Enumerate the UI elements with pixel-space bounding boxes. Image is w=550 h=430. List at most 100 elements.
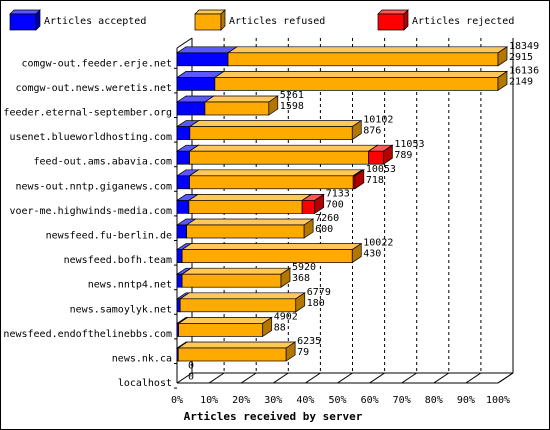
data-label-total: 18349 <box>509 41 539 52</box>
category-label: newsfeed.bofh.team <box>64 255 172 266</box>
bar-top-face <box>187 194 313 201</box>
data-label-accepted: 79 <box>297 347 309 358</box>
legend-swatch-side <box>220 9 226 31</box>
bar-front-face <box>176 224 187 239</box>
legend-swatch-top <box>9 9 41 15</box>
data-label-accepted: 1598 <box>280 101 304 112</box>
bar-segment <box>180 267 292 288</box>
legend-swatch-top <box>194 9 226 15</box>
category-label: usenet.blueworldhosting.com <box>9 132 172 143</box>
legend-swatch <box>194 13 222 31</box>
x-tick-label: 0% <box>171 395 183 406</box>
bar-top-face <box>177 341 297 349</box>
x-axis-end-depth <box>497 372 514 384</box>
bar-segment <box>185 218 315 239</box>
bar-top-face <box>177 317 273 324</box>
grid-lines <box>176 38 514 384</box>
bar-top-face <box>188 144 379 152</box>
bar-segment <box>213 70 509 92</box>
x-tick-label: 60% <box>361 395 379 406</box>
tick-depth-line <box>305 372 321 384</box>
bar-top-face <box>180 243 363 250</box>
bar-segment <box>177 316 273 338</box>
tick-labels: 0% 10% 20% 30% 40% 50% 60% 70% 80% 90% 100% <box>171 395 510 406</box>
category-label: news.samoylyk.net <box>70 304 172 315</box>
bar-front-face <box>179 298 297 313</box>
data-label-accepted: 718 <box>366 175 384 186</box>
x-tick-label: 30% <box>264 395 282 406</box>
x-tick-label: 90% <box>457 395 475 406</box>
bar-side-face <box>303 218 314 239</box>
legend-swatch-side <box>403 9 409 31</box>
data-label-total: 10102 <box>363 115 393 126</box>
bar-top-face <box>175 46 239 54</box>
data-label-accepted: 600 <box>315 224 333 235</box>
bar-front-face <box>181 273 282 288</box>
bar-front-face <box>176 298 181 313</box>
category-label: voer-me.highwinds-media.com <box>9 206 172 217</box>
category-label: newsfeed.endofthelinebbs.com <box>3 329 172 340</box>
bar-side-face <box>351 119 362 141</box>
bar-side-face <box>354 169 365 190</box>
category-labels: comgw-out.feeder.erje.net comgw-out.news.… <box>3 58 177 389</box>
x-tick-label: 40% <box>296 395 314 406</box>
data-label-total: 5920 <box>292 262 316 273</box>
bar-segment <box>352 169 365 190</box>
bar-front-face <box>178 323 264 337</box>
bar-front-face <box>204 101 270 116</box>
data-label-accepted: 700 <box>326 199 344 210</box>
legend-label: Articles accepted <box>44 16 146 27</box>
legend-entry: Articles accepted <box>9 9 146 31</box>
data-label-accepted: 2915 <box>509 52 533 63</box>
bar-front-face <box>176 77 216 91</box>
bar-front-face <box>368 150 384 165</box>
x-tick-label: 70% <box>393 395 411 406</box>
legend-entry: Articles refused <box>194 9 325 31</box>
bar-front-face <box>176 200 190 214</box>
y-axis-top-depth <box>176 37 193 49</box>
bar-front-face <box>176 150 190 165</box>
data-label-total: 10022 <box>363 238 393 249</box>
bar-front-face <box>176 175 190 190</box>
bar-side-face <box>497 46 508 67</box>
bar-side-face <box>268 95 279 116</box>
bars <box>175 46 509 362</box>
tick-depth-line <box>176 372 193 384</box>
bar-segment <box>203 95 279 116</box>
x-tick-label: 20% <box>232 395 250 406</box>
data-label-total: 11053 <box>394 139 424 150</box>
bar-side-face <box>262 316 273 338</box>
data-label-total: 7260 <box>315 213 339 224</box>
tick-depth-line <box>273 372 289 384</box>
category-label: localhost <box>118 378 172 389</box>
bar-front-face <box>189 126 353 140</box>
data-label-accepted: 430 <box>363 249 381 260</box>
category-label: feeder.eternal-september.org <box>3 108 172 119</box>
bar-segment <box>177 341 297 362</box>
bar-front-face <box>214 77 499 91</box>
data-label-accepted: 876 <box>363 126 381 137</box>
bar-segment <box>188 144 379 165</box>
data-label-total: 6779 <box>307 287 331 298</box>
data-label-accepted: 180 <box>307 298 325 309</box>
bar-side-face <box>314 193 325 215</box>
bar-side-face <box>280 267 291 288</box>
bar-top-face <box>188 120 363 127</box>
bar-front-face <box>301 200 316 214</box>
bar-side-face <box>383 144 393 165</box>
bar-segment <box>179 292 306 313</box>
x-tick-label: 50% <box>328 395 346 406</box>
bar-side-face <box>497 70 508 92</box>
x-axis-label: Articles received by server <box>184 410 363 423</box>
legend-swatch <box>9 13 37 31</box>
legend-entry: Articles rejected <box>377 9 514 31</box>
category-label: news.nntp4.net <box>88 280 172 291</box>
bar-side-face <box>285 341 296 362</box>
bar-front-face <box>188 200 303 214</box>
tick-depth-line <box>401 372 417 384</box>
x-tick-label: 80% <box>425 395 443 406</box>
legend-label: Articles rejected <box>412 16 514 27</box>
bar-segment <box>187 193 313 215</box>
bar-segment <box>188 119 363 141</box>
